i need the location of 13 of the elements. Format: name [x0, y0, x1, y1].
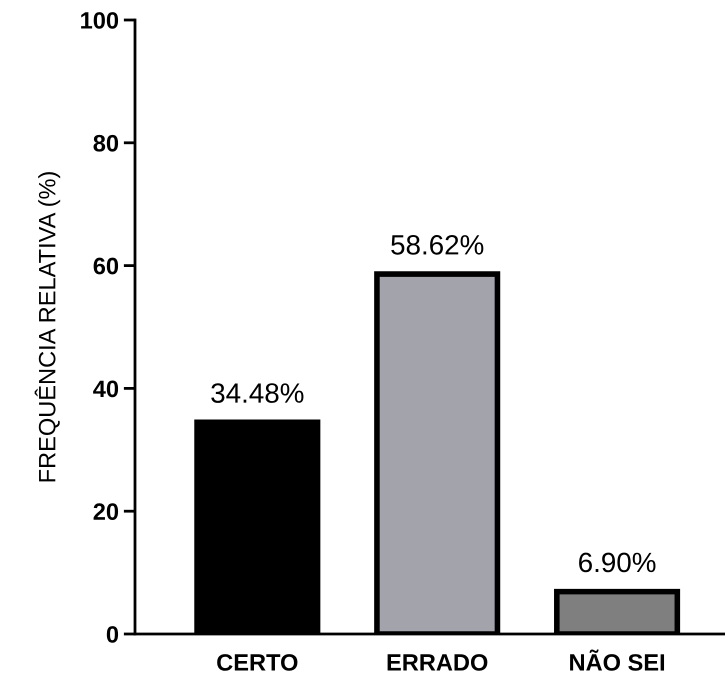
y-tick-label: 0	[106, 626, 118, 643]
data-label: 58.62%	[391, 235, 484, 255]
data-label: 34.48%	[211, 383, 304, 403]
y-tick-label: 40	[93, 380, 118, 398]
y-tick-label: 80	[94, 134, 118, 152]
data-label: 6.90%	[579, 552, 656, 572]
x-tick-label: NÃO SEI	[570, 650, 664, 671]
y-tick-label: 60	[94, 258, 118, 274]
y-tick-label: 100	[81, 12, 118, 29]
x-tick-label: ERRADO	[388, 654, 488, 671]
x-tick-label: CERTO	[217, 654, 298, 671]
y-tick-label: 20	[94, 503, 118, 520]
y-axis-title: FREQUÊNCIA RELATIVA (%)	[34, 172, 60, 482]
